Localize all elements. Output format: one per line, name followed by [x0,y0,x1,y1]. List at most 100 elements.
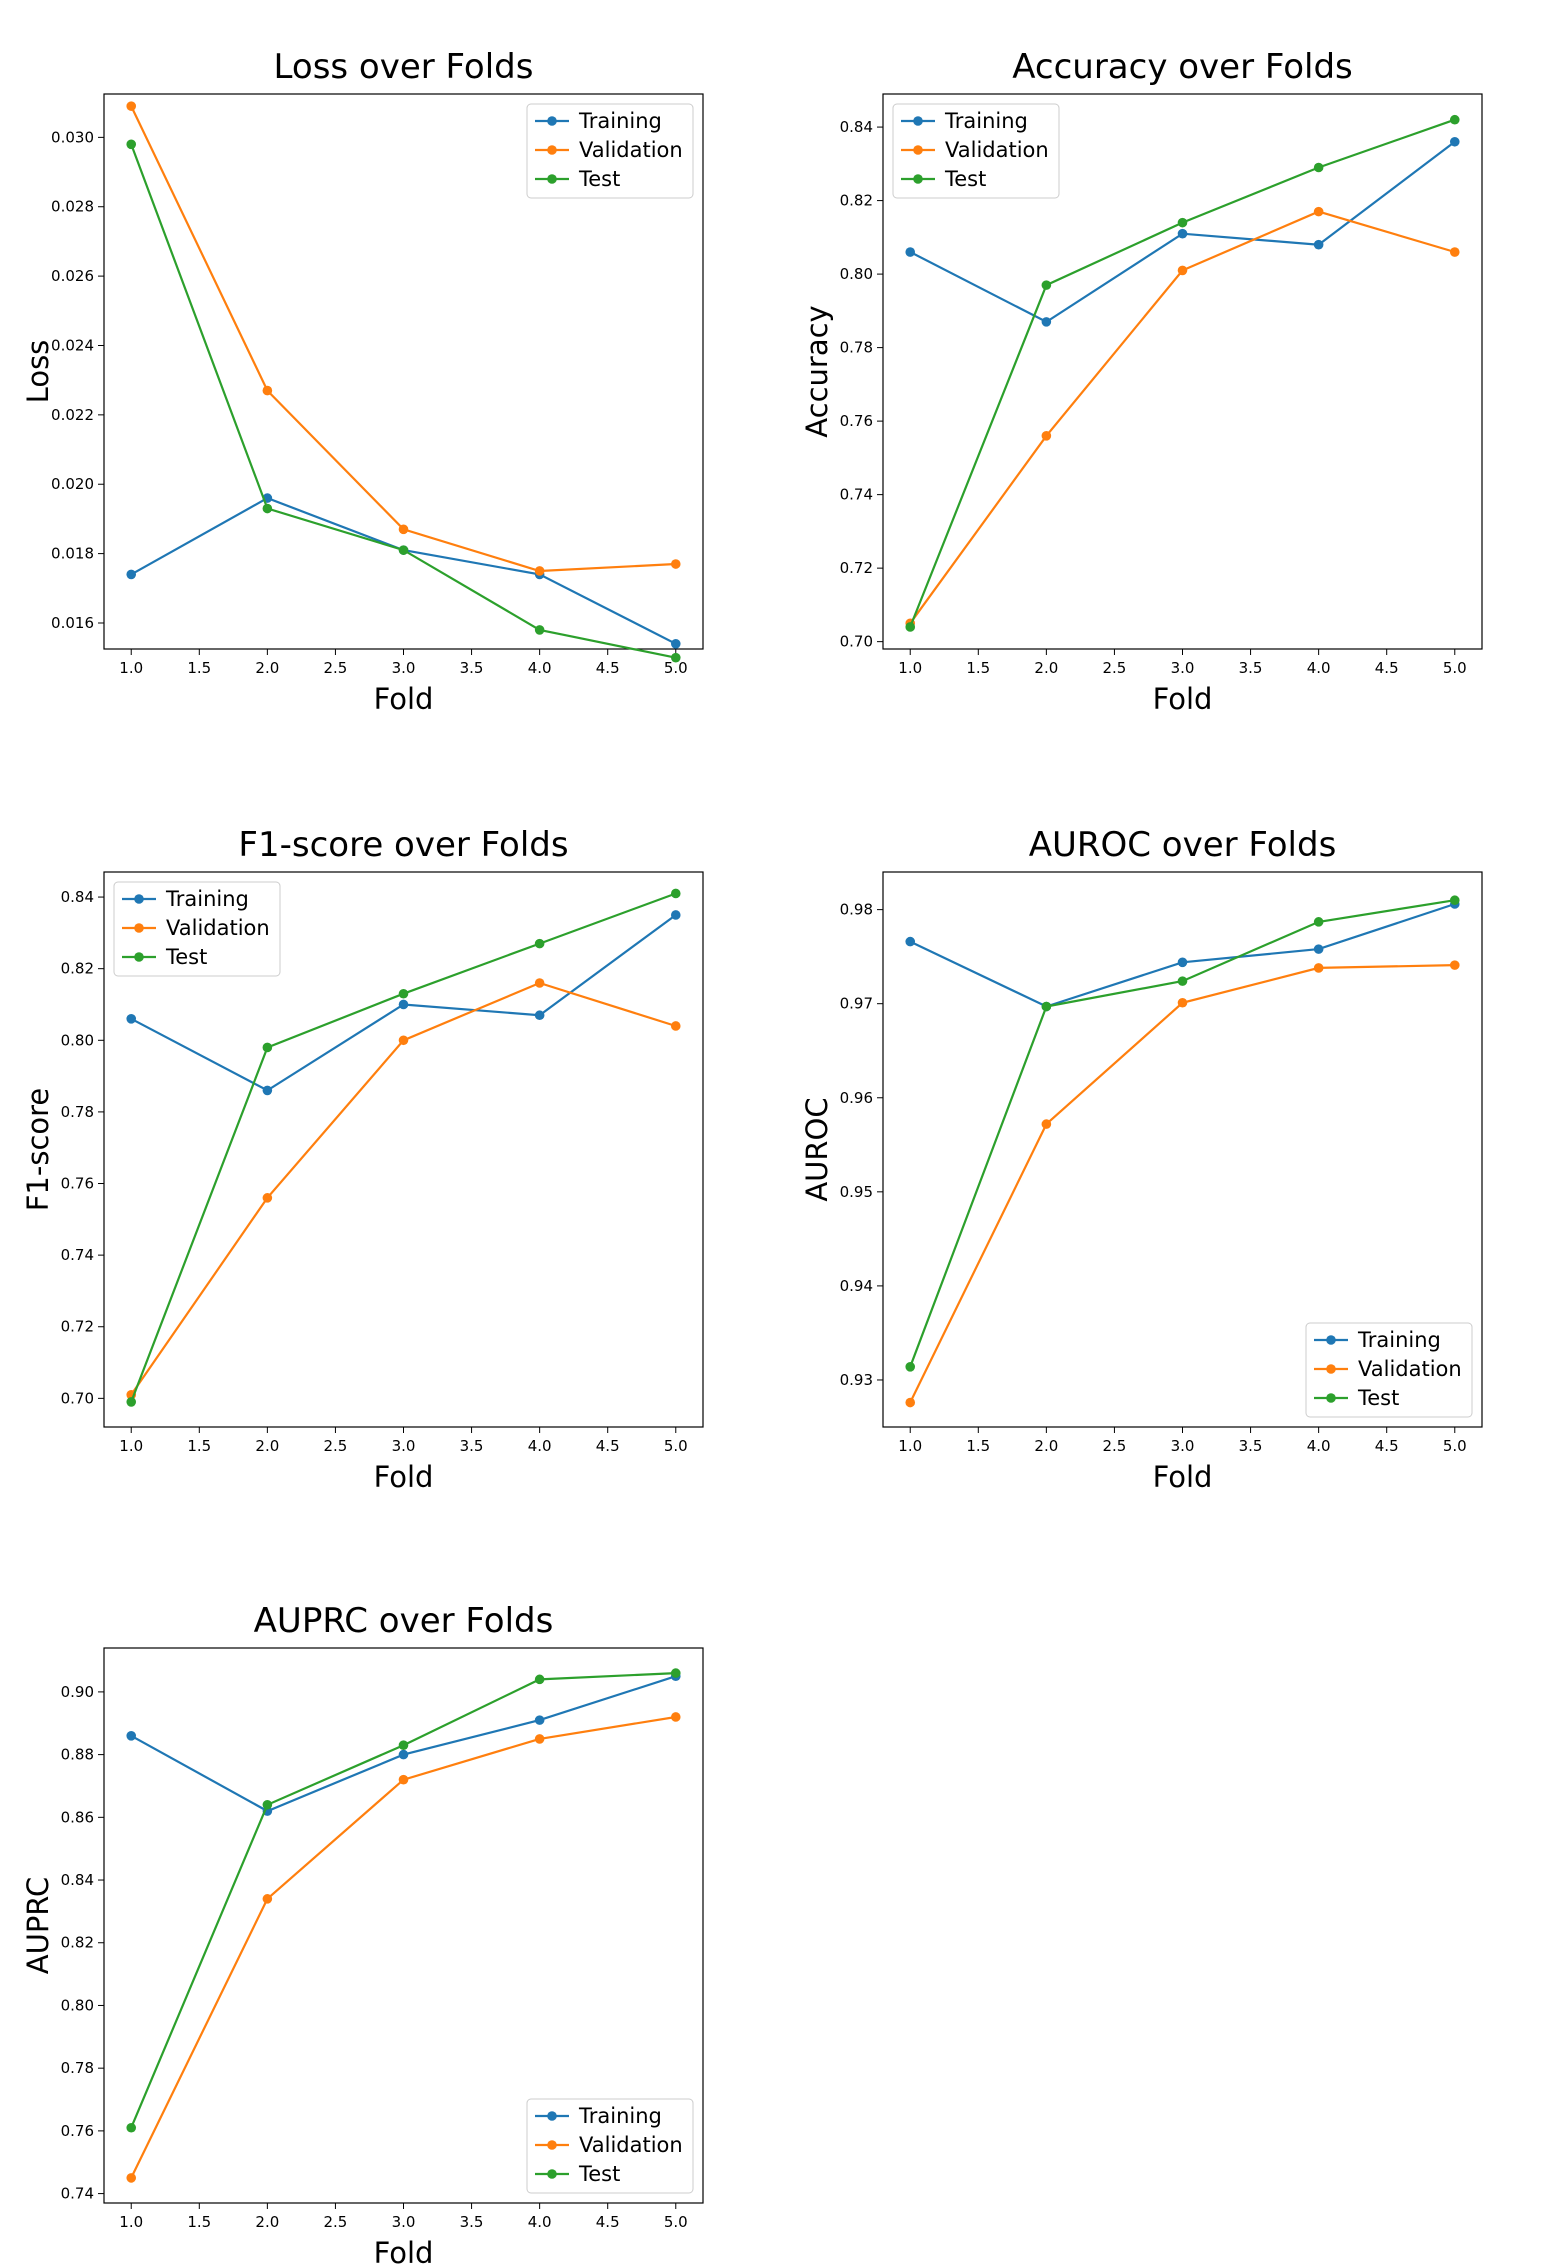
y-tick-label: 0.93 [840,1371,873,1389]
legend-swatch-marker [547,145,557,155]
y-tick-label: 0.018 [51,545,94,563]
legend-swatch-marker [913,116,923,126]
x-tick-label: 4.5 [1375,659,1399,677]
series-test [126,888,681,1407]
legend-swatch-marker [913,174,923,184]
x-tick-label: 2.5 [324,1437,348,1455]
y-tick-label: 0.90 [61,1683,94,1701]
x-tick-label: 2.5 [1103,659,1127,677]
y-tick-label: 0.024 [51,336,94,354]
legend-entry-training: Training [165,887,249,911]
x-axis-label: Fold [1153,1460,1213,1494]
legend-swatch-marker [134,952,144,962]
y-tick-label: 0.72 [840,559,873,577]
y-tick-label: 0.76 [61,2122,94,2140]
data-point [670,559,681,569]
x-tick-label: 3.0 [392,2213,416,2231]
y-tick-label: 0.96 [840,1089,873,1107]
x-tick-label: 4.0 [528,659,552,677]
x-tick-label: 3.5 [1239,659,1263,677]
legend-entry-training: Training [1357,1328,1441,1352]
data-point [126,101,137,111]
legend-swatch-marker [547,116,557,126]
x-axis-label: Fold [374,1460,434,1494]
data-point [398,524,409,535]
data-point [905,1397,916,1408]
series-training [905,136,1460,327]
data-point [534,1010,545,1021]
x-tick-label: 1.0 [898,659,922,677]
legend-entry-test: Test [165,945,207,969]
data-point [905,622,916,632]
series-test [905,114,1460,632]
series-validation [905,960,1460,1408]
legend-swatch-marker [547,2169,557,2179]
data-point [262,1894,273,1904]
data-point [398,1740,409,1751]
chart-5: AUPRC over Folds Fold AUPRC 1.0 1.5 2.0 2.5 3.0… [21,1601,704,2268]
series-test [126,1668,681,2133]
legend-swatch-marker [1326,1335,1336,1345]
data-point [1449,895,1460,906]
legend-entry-validation: Validation [945,138,1049,162]
data-point [670,638,681,649]
data-point [905,936,916,947]
data-point [534,938,545,949]
x-tick-label: 1.5 [187,1437,211,1455]
y-axis-label: F1-score [21,1088,55,1212]
data-point [534,625,545,635]
legend: Training Validation Test [113,881,281,977]
data-point [126,2173,137,2183]
y-tick-label: 0.70 [61,1389,94,1407]
chart-title: AUROC over Folds [1029,825,1337,865]
legend-box [113,881,281,977]
legend-swatch-marker [134,894,144,904]
data-point [1313,239,1324,250]
y-tick-label: 0.94 [840,1277,873,1295]
x-tick-label: 4.5 [1375,1437,1399,1455]
data-point [1313,944,1324,954]
x-tick-label: 2.0 [1034,1437,1058,1455]
chart-1: Loss over Folds Fold Loss 1.0 1.5 2.0 2.5 3.0 3.… [21,47,704,716]
legend-entry-test: Test [578,2162,620,2186]
legend-swatch-marker [134,923,144,933]
data-point [126,2122,137,2133]
y-tick-label: 0.80 [840,265,873,283]
data-point [670,1021,681,1031]
chart-4: AUROC over Folds Fold AUROC 1.0 1.5 2.0 2.5 3.0… [800,825,1483,1494]
data-point [534,1734,545,1744]
x-tick-label: 3.0 [1171,1437,1195,1455]
legend-entry-validation: Validation [1358,1357,1462,1381]
legend-swatch-marker [1326,1393,1336,1403]
y-tick-label: 0.74 [61,1246,94,1264]
y-tick-label: 0.78 [61,2059,94,2077]
data-point [262,385,273,396]
x-tick-label: 1.0 [119,2213,143,2231]
legend-swatch-marker [913,145,923,155]
y-tick-label: 0.88 [61,1746,94,1764]
data-point [670,1712,681,1722]
y-axis-label: AUROC [800,1097,834,1201]
data-point [262,1085,273,1096]
series-validation [126,1712,681,2183]
y-tick-label: 0.84 [840,118,873,136]
legend: Training Validation Test [892,103,1060,199]
x-tick-label: 3.0 [392,659,416,677]
y-tick-label: 0.82 [840,192,873,210]
y-tick-label: 0.78 [61,1103,94,1121]
x-tick-label: 5.0 [664,2213,688,2231]
x-tick-label: 4.0 [528,1437,552,1455]
legend-entry-validation: Validation [579,2133,683,2157]
data-point [262,1193,273,1203]
legend-entry-validation: Validation [579,138,683,162]
legend: Training Validation Test [1305,1322,1473,1418]
x-tick-label: 2.5 [324,659,348,677]
legend-entry-training: Training [944,109,1028,133]
legend: Training Validation Test [526,2098,694,2194]
data-point [905,247,916,257]
series-validation [126,978,681,1400]
x-tick-label: 4.0 [1307,1437,1331,1455]
y-tick-label: 0.030 [51,128,94,146]
